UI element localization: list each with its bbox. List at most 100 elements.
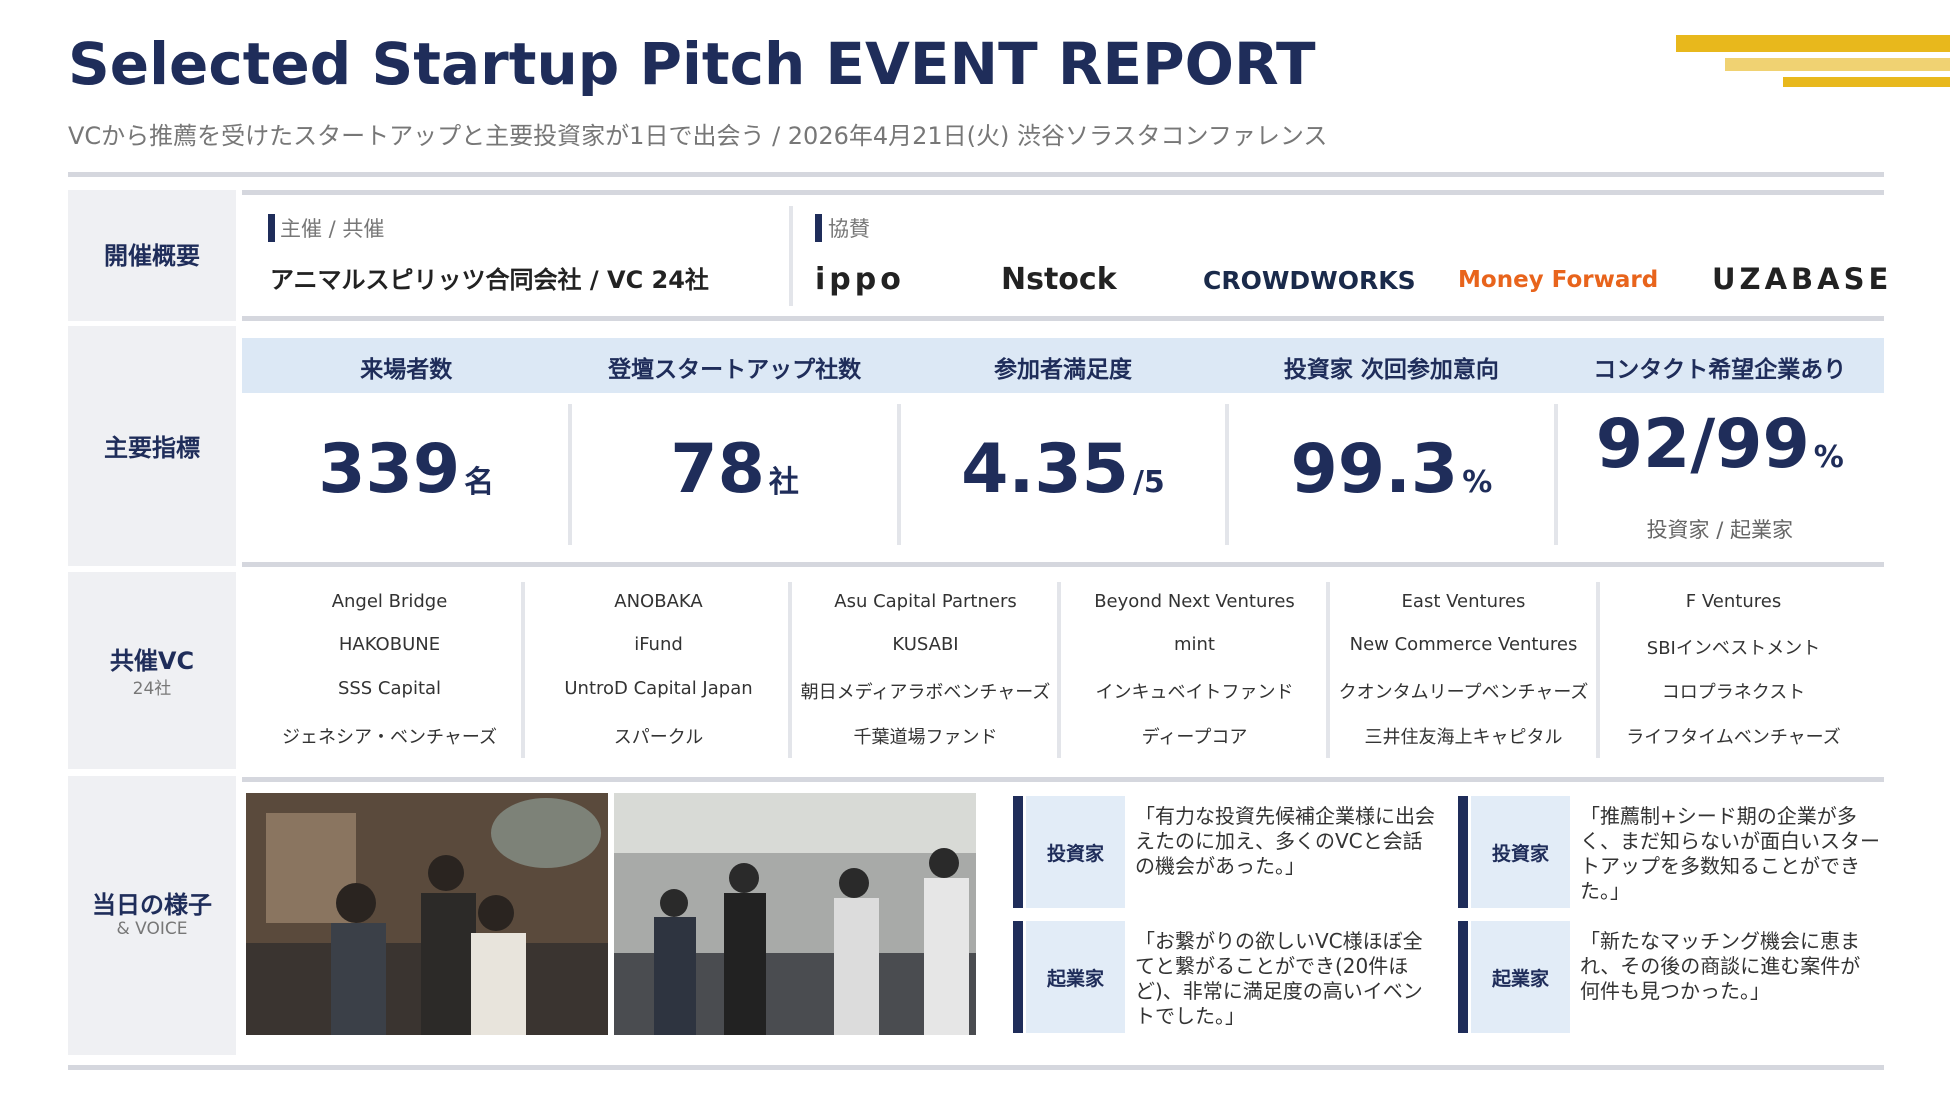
- vc-name: SSS Capital: [337, 678, 442, 699]
- divider: [68, 172, 1884, 177]
- voice-tag: 投資家: [1026, 796, 1125, 908]
- vc-name: 千葉道場ファンド: [853, 727, 998, 748]
- sponsor-logo: Money Forward: [1458, 267, 1659, 293]
- vc-name: Beyond Next Ventures: [1094, 591, 1295, 612]
- vc-name: SBIインベストメント: [1646, 638, 1821, 659]
- vc-name: Angel Bridge: [331, 591, 448, 612]
- vc-name: クオンタムリープベンチャーズ: [1338, 682, 1589, 703]
- metric-value: 99.3%: [1227, 430, 1555, 509]
- metric-header: [242, 338, 1884, 393]
- unit: /5: [1132, 465, 1165, 500]
- unit: 名: [464, 465, 495, 500]
- vc-name: スパークル: [613, 727, 704, 748]
- metric-name: コンタクト希望企業あり: [1593, 357, 1847, 383]
- separator: [568, 404, 573, 545]
- separator: [1326, 582, 1330, 758]
- separator: [521, 582, 525, 758]
- voice-tag: 起業家: [1026, 921, 1125, 1033]
- vc-name: F Ventures: [1685, 591, 1782, 612]
- metric-name: 来場者数: [360, 357, 453, 383]
- row-line: [242, 190, 1884, 195]
- vc-name: New Commerce Ventures: [1349, 634, 1578, 655]
- value: 4.35: [961, 430, 1129, 509]
- unit: %: [1462, 465, 1493, 500]
- vc-name: KUSABI: [892, 634, 959, 655]
- vc-name: iFund: [634, 634, 683, 655]
- marker: [815, 214, 822, 242]
- vc-name: ライフタイムベンチャーズ: [1626, 727, 1841, 748]
- sponsor-label: 協賛: [828, 217, 870, 241]
- voice-quote: 「有力な投資先候補企業様に出会えたのに加え、多くのVCと会話の機会があった。」: [1135, 804, 1435, 878]
- label-cell: [68, 776, 236, 1055]
- divider: [68, 1065, 1884, 1070]
- unit: 社: [768, 465, 799, 500]
- marker: [268, 214, 275, 242]
- card-bar: [1013, 796, 1023, 908]
- row-label: 共催VC: [109, 647, 195, 675]
- row-sublabel: 24社: [132, 679, 172, 699]
- metric-name: 登壇スタートアップ社数: [608, 357, 862, 383]
- accent: [1783, 77, 1950, 87]
- event-photo: [614, 793, 976, 1035]
- sponsor-logo: CROWDWORKS: [1203, 266, 1416, 295]
- value: 78: [670, 430, 765, 509]
- vc-name: East Ventures: [1401, 591, 1526, 612]
- card-bar: [1458, 921, 1468, 1033]
- vc-name: Asu Capital Partners: [834, 591, 1017, 612]
- metric-value: 339 名: [242, 430, 570, 509]
- row-line: [242, 316, 1884, 321]
- accent: [1676, 35, 1950, 52]
- metric-name: 投資家 次回参加意向: [1283, 357, 1499, 383]
- vc-name: ANOBAKA: [614, 591, 703, 612]
- row-line: [242, 777, 1884, 782]
- separator: [788, 582, 792, 758]
- voice-tag: 投資家: [1471, 796, 1570, 908]
- separator: [1596, 582, 1600, 758]
- value: 339: [318, 430, 461, 509]
- unit: %: [1813, 440, 1844, 475]
- sponsor-logo: Nstock: [1001, 262, 1117, 297]
- value: 99.3: [1290, 430, 1459, 509]
- title: Selected Startup Pitch EVENT REPORT: [68, 30, 1316, 98]
- voice-quote: 「推薦制+シード期の企業が多く、まだ知らないが面白いスタートアップを多数知ること…: [1580, 804, 1880, 903]
- sponsor-logo: UZABASE: [1712, 262, 1893, 296]
- subtitle: VCから推薦を受けたスタートアップと主要投資家が1日で出会う / 2026年4月…: [68, 122, 1328, 150]
- vc-name: ディープコア: [1141, 727, 1248, 748]
- vc-name: ジェネシア・ベンチャーズ: [282, 727, 497, 748]
- card-bar: [1013, 921, 1023, 1033]
- row-label: 主要指標: [104, 434, 200, 462]
- vc-name: UntroD Capital Japan: [564, 678, 753, 699]
- vc-name: mint: [1173, 634, 1215, 655]
- row-sublabel: & VOICE: [116, 919, 188, 939]
- separator: [1057, 582, 1061, 758]
- voice-quote: 「お繋がりの欲しいVC様ほぼ全てと繋がることができ(20件ほど)、非常に満足度の…: [1135, 929, 1423, 1028]
- separator: [1553, 404, 1558, 545]
- separator: [896, 404, 901, 545]
- metric-name: 参加者満足度: [993, 357, 1132, 383]
- voice-quote: 「新たなマッチング機会に恵まれ、その後の商談に進む案件が何件も見つかった。」: [1580, 929, 1861, 1003]
- metric-value: 4.35/5: [899, 430, 1227, 509]
- label-cell: [68, 326, 236, 566]
- label-cell: [68, 572, 236, 769]
- label-cell: [68, 190, 236, 321]
- vc-name: 朝日メディアラボベンチャーズ: [800, 682, 1051, 703]
- metric-value: 92/99%: [1556, 405, 1884, 484]
- metric-value: 78 社: [570, 430, 898, 509]
- organizer-label: 主催 / 共催: [280, 217, 385, 241]
- vc-name: 三井住友海上キャピタル: [1364, 727, 1563, 748]
- accent: [1725, 58, 1950, 71]
- row-label: 当日の様子: [92, 891, 212, 919]
- sponsor-logo: ippo: [815, 262, 905, 297]
- event-photo: [246, 793, 608, 1035]
- vc-name: インキュベイトファンド: [1095, 682, 1294, 703]
- voice-tag: 起業家: [1471, 921, 1570, 1033]
- value: 92/99: [1595, 405, 1810, 484]
- separator: [1225, 404, 1230, 545]
- vc-name: HAKOBUNE: [338, 634, 441, 655]
- row-line: [242, 562, 1884, 567]
- card-bar: [1458, 796, 1468, 908]
- separator: [789, 206, 793, 306]
- metric-note: 投資家 / 起業家: [1646, 518, 1793, 542]
- vc-name: コロプラネクスト: [1661, 682, 1806, 703]
